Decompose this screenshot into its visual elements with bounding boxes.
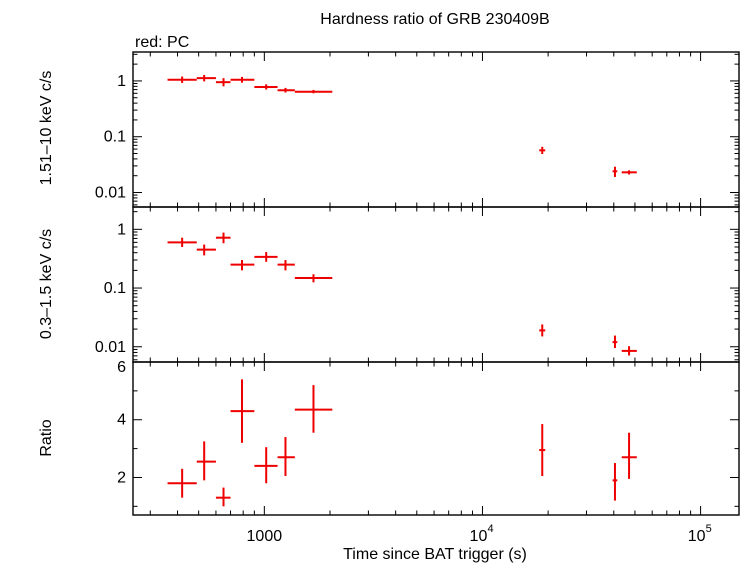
data-point [294, 385, 333, 433]
y-tick-label: 2 [117, 469, 126, 486]
data-point [230, 260, 255, 271]
data-point [167, 76, 197, 83]
data-point [196, 74, 216, 82]
x-tick-label: 10 [470, 528, 488, 545]
panel-hard: 1 0.1 0.01 [95, 51, 740, 208]
x-tick-label-exponent: 5 [706, 523, 712, 535]
data-point [196, 441, 216, 481]
data-point [539, 324, 546, 337]
data-point [294, 89, 333, 94]
x-tick-label: 1000 [247, 528, 283, 545]
data-point [167, 468, 197, 498]
data-point [215, 232, 231, 244]
y-tick-label: 0.1 [104, 129, 126, 146]
panel-soft: 1 0.1 0.01 [95, 206, 740, 363]
plot-frame-ratio [132, 361, 740, 516]
plot-frame-soft [132, 206, 740, 363]
y-tick-label: 0.01 [95, 339, 126, 356]
data-point [196, 244, 216, 256]
data-point [612, 463, 618, 501]
y-tick-label: 1 [117, 73, 126, 90]
data-point [254, 447, 278, 484]
data-point [539, 424, 546, 477]
data-point [215, 78, 231, 87]
y-tick-label: 1 [117, 221, 126, 238]
data-point [277, 437, 295, 477]
chart-subtitle: red: PC [135, 34, 189, 51]
y-tick-label: 6 [117, 359, 126, 376]
data-point [277, 260, 295, 271]
data-point [621, 346, 637, 356]
plot-frame-hard [132, 51, 740, 208]
y-tick-label: 0.1 [104, 280, 126, 297]
data-point [215, 487, 231, 507]
data-point [612, 335, 618, 349]
panel-ratio: 2 4 6 [117, 359, 740, 516]
x-tick-label: 10 [688, 528, 706, 545]
y-axis-label-soft: 0.3–1.5 keV c/s [38, 229, 55, 339]
y-axis-label-hard: 1.51–10 keV c/s [38, 71, 55, 186]
data-point [167, 237, 197, 247]
data-point [621, 170, 637, 175]
data-point [230, 379, 255, 443]
data-point [254, 84, 278, 90]
x-axis-label: Time since BAT trigger (s) [343, 546, 527, 563]
y-axis-label-ratio: Ratio [38, 419, 55, 456]
data-point [539, 146, 546, 155]
data-point [612, 166, 618, 177]
data-point [277, 87, 295, 93]
x-tick-label-exponent: 4 [487, 523, 493, 535]
data-point [230, 76, 255, 83]
y-tick-label: 4 [117, 412, 126, 429]
chart-title: Hardness ratio of GRB 230409B [320, 11, 549, 28]
data-point [294, 274, 333, 283]
data-point [621, 432, 637, 479]
y-tick-label: 0.01 [95, 185, 126, 202]
data-point [254, 252, 278, 262]
